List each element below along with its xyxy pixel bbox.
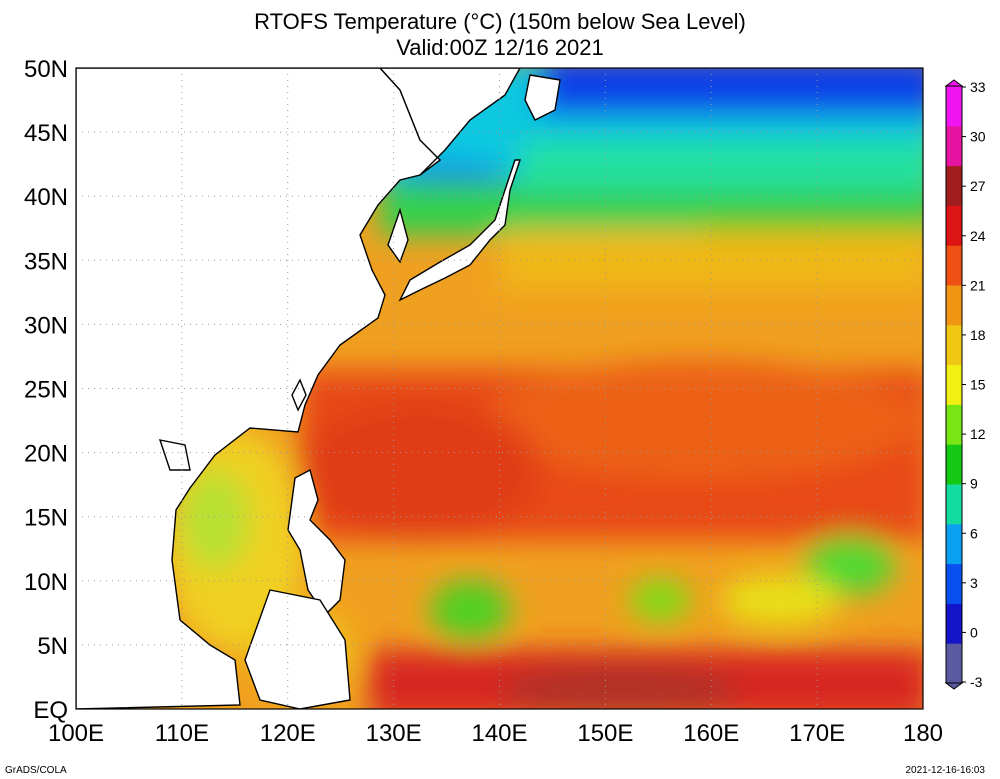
colorbar-segment [946,603,962,644]
latitude-label: 35N [24,248,68,275]
colorbar-segment [946,125,962,167]
latitude-label: 5N [37,633,68,660]
map-title: RTOFS Temperature (°C) (150m below Sea L… [254,9,746,34]
land-masses [76,68,561,709]
colorbar-label: 21 [970,277,986,293]
latitude-label: 40N [24,184,68,211]
colorbar-segment [946,563,962,604]
longitude-label: 100E [48,720,104,747]
colorbar-segment [946,523,962,565]
colorbar-segment [946,643,962,684]
colorbar-segment [946,245,962,286]
latitude-label: 30N [24,312,68,339]
longitude-label: 140E [471,720,527,747]
longitude-labels: 100E 110E 120E 130E 140E 150E 160E 170E 180 [48,720,943,747]
colorbar-label: 27 [970,178,986,194]
colorbar-segment [946,165,962,206]
colorbar-segment [946,86,962,127]
colorbar-label: 15 [970,377,986,393]
colorbar-segment [946,404,962,445]
longitude-label: 180 [903,720,943,747]
longitude-label: 110E [155,720,209,747]
timestamp: 2021-12-16-16:03 [905,765,985,776]
latitude-label: 45N [24,120,68,147]
latitude-label: 50N [24,56,68,83]
colorbar-label: 24 [970,228,986,244]
colorbar-label: 18 [970,327,986,343]
longitude-label: 150E [577,720,633,747]
colorbar-label: 3 [970,575,978,591]
software-credit: GrADS/COLA [5,765,67,776]
colorbar-label: 6 [970,525,978,541]
colorbar-segment [946,205,962,246]
valid-time: Valid:00Z 12/16 2021 [396,35,604,60]
colorbar-max-arrow [944,79,964,87]
latitude-label: 25N [24,377,68,404]
latitude-label: EQ [33,697,68,724]
colorbar-label: 9 [970,476,978,492]
colorbar-segment [946,484,962,525]
colorbar-segment [946,324,962,366]
latitude-label: 20N [24,441,68,468]
latitude-label: 10N [24,569,68,596]
map-frame [75,67,924,710]
graticule [76,68,923,709]
colorbar-segment [946,285,962,326]
colorbar-label: 33 [970,79,986,95]
latitude-labels: EQ 5N 10N 15N 20N 25N 30N 35N 40N 45N 50N [24,56,68,724]
colorbar-label: 0 [970,624,978,640]
colorbar-label: -3 [970,674,983,690]
longitude-label: 130E [366,720,422,747]
colorbar-min-arrow [944,682,964,690]
longitude-label: 170E [789,720,845,747]
longitude-label: 160E [683,720,739,747]
colorbar-label: 30 [970,129,986,145]
longitude-label: 120E [260,720,316,747]
latitude-label: 15N [24,505,68,532]
colorbar-segment [946,444,962,485]
colorbar: -3 0 3 6 9 12 15 18 21 24 27 30 33 [944,79,986,690]
colorbar-label: 12 [970,426,986,442]
colorbar-segment [946,364,962,405]
